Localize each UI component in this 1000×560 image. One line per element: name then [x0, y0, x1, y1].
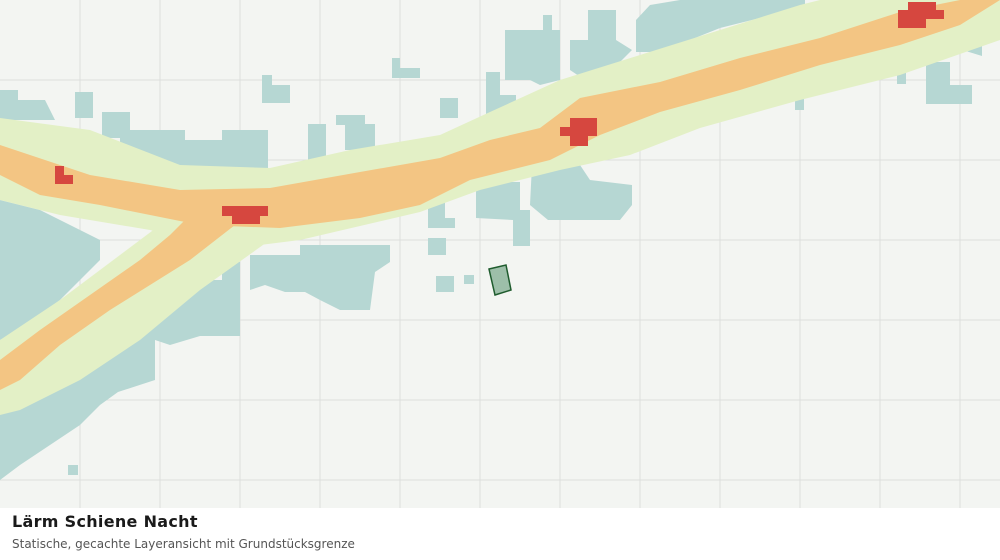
parcel-boundary [488, 264, 512, 296]
map-subtitle: Statische, gecachte Layeransicht mit Gru… [12, 537, 355, 551]
map [0, 0, 1000, 508]
noise-zones [0, 0, 1000, 415]
map-title: Lärm Schiene Nacht [12, 512, 198, 531]
caption: Lärm Schiene Nacht Statische, gecachte L… [12, 512, 982, 551]
